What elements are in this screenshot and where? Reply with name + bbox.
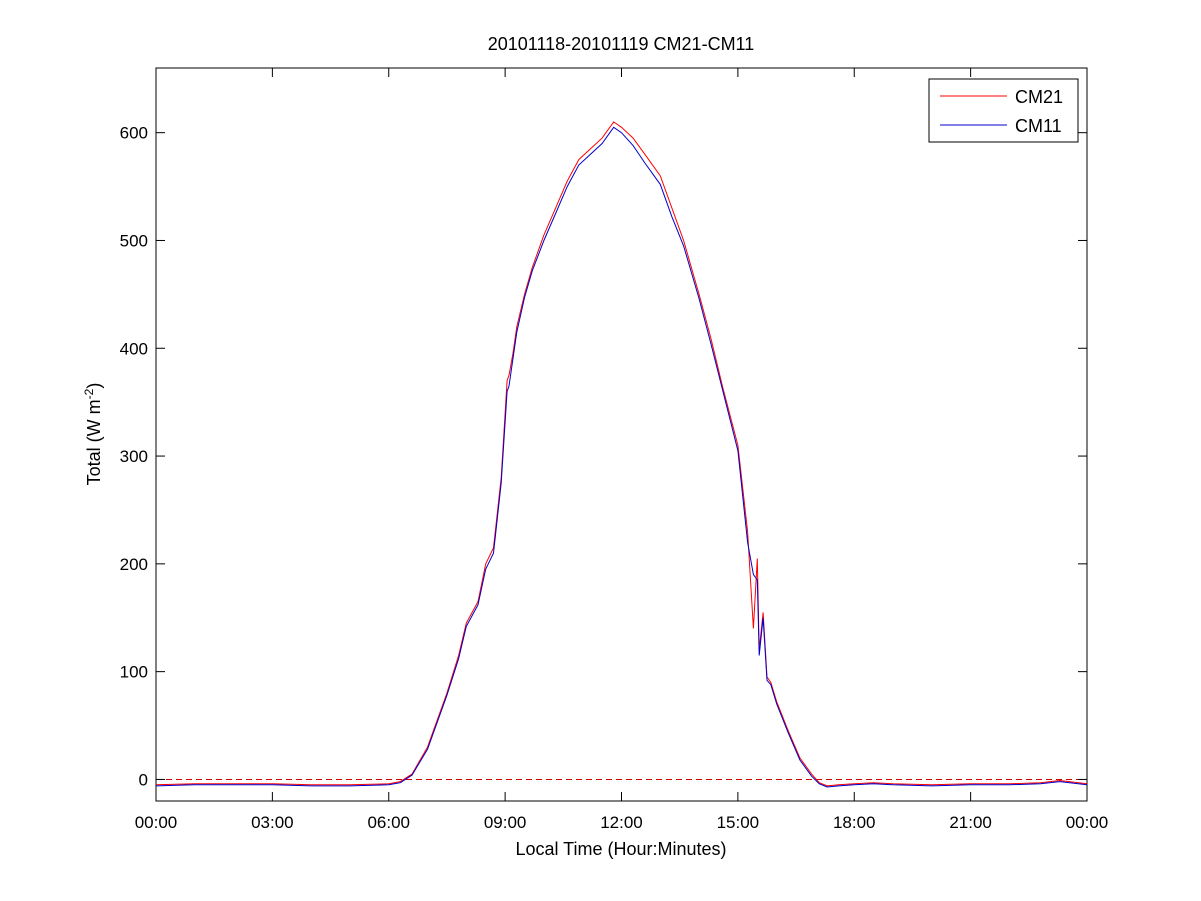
x-axis-label: Local Time (Hour:Minutes) — [515, 839, 726, 859]
y-tick-label: 500 — [120, 231, 148, 250]
legend-label-cm11: CM11 — [1015, 116, 1062, 136]
legend: CM21 CM11 — [928, 78, 1079, 143]
series-line-cm11 — [155, 126, 1088, 788]
y-axis-label-base: Total (W m — [84, 399, 104, 485]
y-tick-label: 400 — [120, 339, 148, 358]
x-tick-label: 03:00 — [251, 813, 294, 832]
x-tick-label: 00:00 — [1066, 813, 1109, 832]
x-tick-label: 12:00 — [600, 813, 643, 832]
chart-title: 20101118-20101119 CM21-CM11 — [488, 34, 755, 54]
x-tick-label: 09:00 — [484, 813, 527, 832]
axis-ticks: 00:00 03:00 06:00 09:00 12:00 15:00 18:00 21:00… — [120, 68, 1109, 832]
y-axis-label: Total (W m-2) — [82, 383, 104, 486]
series-line-cm21 — [155, 121, 1088, 787]
y-axis-label-end: ) — [84, 383, 104, 389]
legend-label-cm21: CM21 — [1015, 87, 1063, 107]
y-tick-label: 300 — [120, 447, 148, 466]
legend-box — [928, 78, 1079, 143]
x-tick-label: 21:00 — [949, 813, 992, 832]
series-group — [155, 121, 1088, 788]
x-tick-label: 18:00 — [833, 813, 876, 832]
x-tick-label: 00:00 — [135, 813, 178, 832]
x-tick-label: 06:00 — [367, 813, 410, 832]
y-tick-label: 200 — [120, 555, 148, 574]
y-tick-label: 600 — [120, 124, 148, 143]
plot-area — [155, 67, 1088, 802]
y-axis-label-sup: -2 — [82, 388, 96, 399]
y-tick-label: 100 — [120, 663, 148, 682]
y-tick-label: 0 — [139, 770, 148, 789]
x-tick-label: 15:00 — [717, 813, 760, 832]
